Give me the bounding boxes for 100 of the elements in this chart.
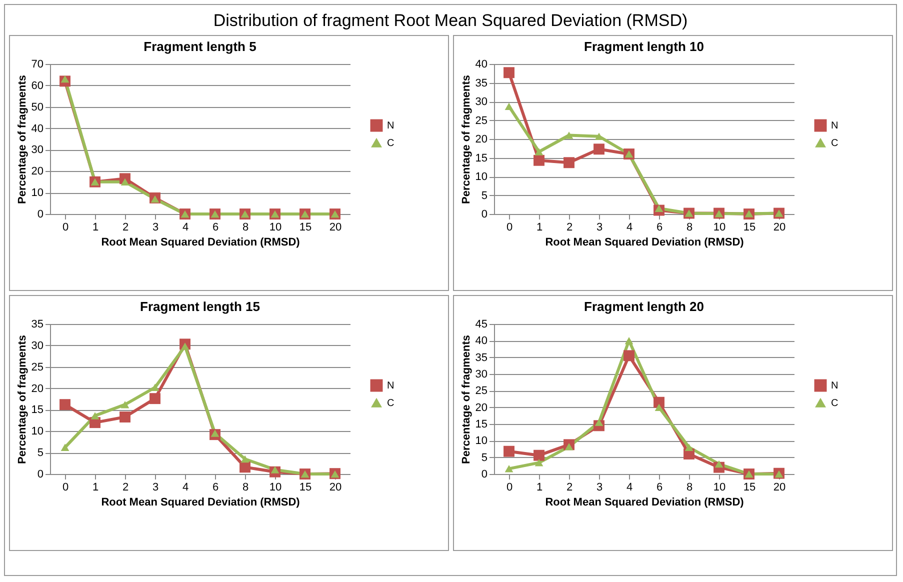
y-tick-label: 5 [481,190,488,202]
x-tick-label: 0 [506,222,513,234]
y-tick-label: 20 [475,402,488,414]
y-tick-label: 35 [475,77,488,90]
x-tick-label: 4 [182,222,189,234]
x-tick-label: 1 [536,222,543,234]
y-tick-label: 70 [31,58,44,70]
x-tick-label: 3 [596,482,603,494]
point [654,204,664,212]
point [60,75,70,83]
x-tick-label: 20 [773,482,786,494]
point [504,465,514,472]
point [774,470,784,478]
x-tick-label: 10 [713,222,726,234]
chart-title: Fragment length 15 [140,299,260,314]
point [120,178,130,186]
y-tick-label: 15 [475,152,488,164]
point [624,350,634,362]
x-tick-label: 4 [626,222,633,234]
y-tick-label: 35 [475,352,488,364]
y-tick-label: 5 [37,447,44,460]
point [714,210,724,218]
x-axis-title: Root Mean Squared Deviation (RMSD) [545,236,744,248]
x-tick-label: 15 [299,482,312,494]
y-axis-title: Percentage of fragments [460,335,472,464]
point [684,444,694,451]
x-tick-label: 0 [506,482,513,494]
y-tick-label: 10 [31,187,44,200]
point [504,67,514,78]
legend-label: N [387,120,394,132]
legend-label: N [387,380,394,392]
point [60,399,70,410]
x-tick-label: 8 [242,482,249,494]
y-tick-label: 0 [481,208,488,220]
x-tick-label: 10 [269,222,282,234]
y-tick-label: 0 [37,468,44,480]
x-tick-label: 0 [62,482,69,494]
y-tick-label: 20 [475,134,488,146]
x-tick-label: 3 [152,222,159,234]
y-tick-label: 30 [31,144,44,156]
y-tick-label: 20 [31,382,44,395]
x-tick-label: 3 [152,482,159,494]
y-tick-label: 30 [475,368,488,380]
point [120,412,130,422]
y-tick-label: 20 [31,166,44,178]
x-tick-label: 1 [92,222,99,234]
point [120,400,130,408]
y-tick-label: 30 [31,340,44,352]
y-axis-title: Percentage of fragments [16,335,28,464]
x-tick-label: 2 [122,482,129,494]
point [60,444,70,452]
x-tick-label: 0 [62,222,69,234]
y-tick-label: 30 [475,96,488,108]
point [504,446,514,457]
point [714,460,724,468]
x-tick-label: 15 [743,482,756,494]
point [594,418,604,426]
point [654,396,664,408]
y-tick-label: 15 [475,418,488,430]
x-tick-label: 10 [713,482,726,494]
x-tick-label: 8 [686,482,693,494]
y-tick-label: 25 [475,114,488,127]
x-tick-label: 2 [566,222,573,234]
x-tick-label: 8 [686,222,693,234]
legend-label: N [831,380,838,392]
y-tick-label: 40 [31,122,44,135]
x-tick-label: 20 [329,482,342,494]
x-tick-label: 2 [566,482,573,494]
y-tick-label: 0 [481,468,488,480]
chart-title: Fragment length 5 [144,39,256,54]
x-tick-label: 8 [242,222,249,234]
point [504,102,514,110]
x-tick-label: 4 [626,482,633,494]
x-tick-label: 6 [656,482,663,494]
legend-label: C [831,138,838,149]
x-tick-label: 6 [656,222,663,234]
x-axis-title: Root Mean Squared Deviation (RMSD) [545,496,744,508]
point [180,342,190,350]
point [270,466,280,474]
legend-label: C [387,398,394,409]
text: Distribution of fragment Root Mean Squared Deviation (RMSD) [212,10,689,32]
x-axis-title: Root Mean Squared Deviation (RMSD) [101,236,300,248]
y-tick-label: 10 [475,435,488,448]
y-axis-title: Percentage of fragments [460,75,472,204]
point [210,430,220,437]
y-tick-label: 25 [31,361,44,374]
y-tick-label: 35 [31,318,44,330]
y-tick-label: 45 [475,318,488,330]
point [564,157,574,168]
point [534,459,544,466]
chart-title: Fragment length 20 [584,299,704,314]
legend-label: C [831,398,838,409]
point [564,443,574,450]
chart-title: Fragment length 10 [584,39,704,54]
legend-label: C [387,138,394,149]
point [564,132,574,139]
x-tick-label: 1 [536,482,543,494]
x-tick-label: 20 [773,222,786,234]
x-tick-label: 1 [92,482,99,494]
y-tick-label: 60 [31,80,44,92]
